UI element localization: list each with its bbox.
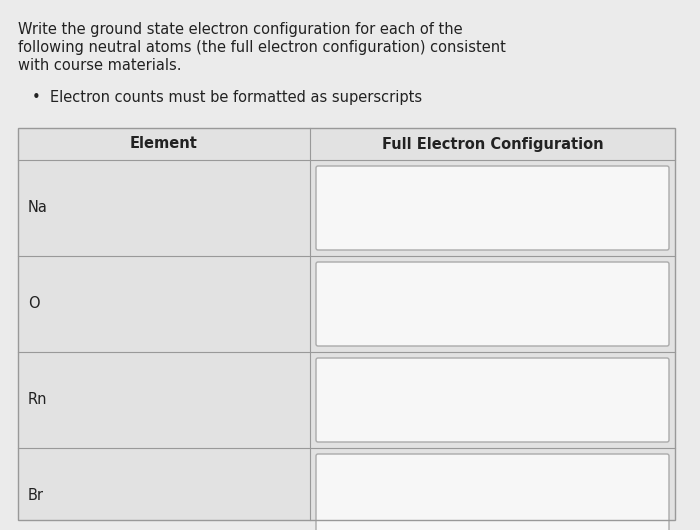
Text: following neutral atoms (the full electron configuration) consistent: following neutral atoms (the full electr…	[18, 40, 506, 55]
Text: Write the ground state electron configuration for each of the: Write the ground state electron configur…	[18, 22, 463, 37]
Text: Br: Br	[28, 489, 44, 504]
Text: •  Electron counts must be formatted as superscripts: • Electron counts must be formatted as s…	[32, 90, 422, 105]
Text: Full Electron Configuration: Full Electron Configuration	[382, 137, 603, 152]
FancyBboxPatch shape	[316, 262, 669, 346]
FancyBboxPatch shape	[316, 358, 669, 442]
Text: Na: Na	[28, 200, 48, 216]
Text: Rn: Rn	[28, 393, 48, 408]
FancyBboxPatch shape	[316, 166, 669, 250]
Bar	[18, 128, 675, 520]
Text: with course materials.: with course materials.	[18, 58, 181, 73]
FancyBboxPatch shape	[316, 454, 669, 530]
Bar	[18, 128, 675, 520]
Text: O: O	[28, 296, 40, 312]
Text: Element: Element	[130, 137, 198, 152]
